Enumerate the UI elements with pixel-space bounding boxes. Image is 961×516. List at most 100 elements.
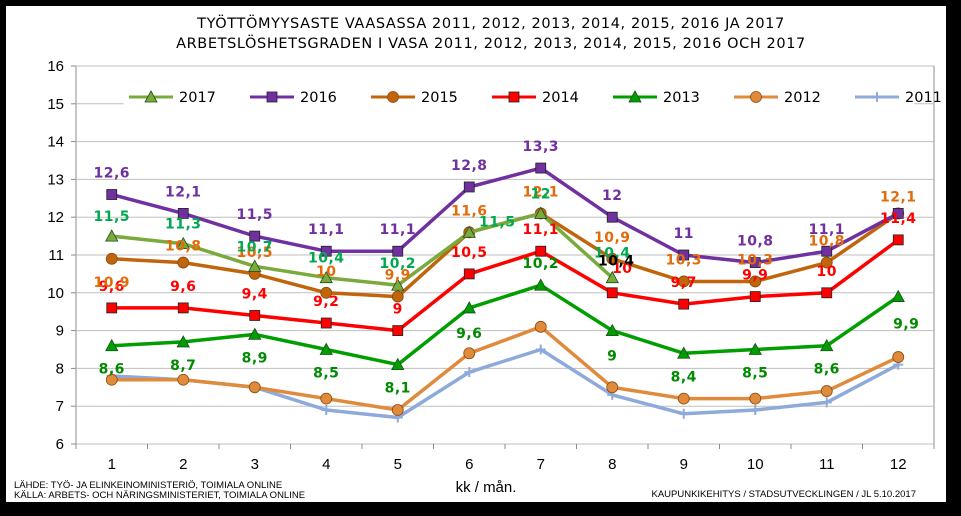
data-point-2017 bbox=[462, 225, 476, 238]
data-point-2016 bbox=[392, 245, 404, 257]
data-point-2016 bbox=[821, 245, 833, 257]
data-point-2017 bbox=[105, 229, 119, 242]
data-label-2013: 9,9 bbox=[893, 317, 919, 333]
legend-marker bbox=[872, 92, 882, 102]
legend-item-2016: 2016 bbox=[250, 90, 337, 106]
data-label-2013: 8,1 bbox=[385, 381, 411, 397]
data-point-2016 bbox=[106, 189, 118, 200]
data-point-2016 bbox=[535, 162, 547, 174]
data-label-2016: 11,5 bbox=[236, 207, 273, 223]
data-label-2015: 12,1 bbox=[880, 189, 917, 205]
chart-subtitle: ARBETSLÖSHETSGRADEN I VASA 2011, 2012, 2… bbox=[176, 34, 806, 52]
y-tick-label: 16 bbox=[47, 58, 64, 75]
series-line-2014 bbox=[111, 238, 900, 333]
data-label-2013: 8,5 bbox=[742, 366, 768, 382]
footer-source-sv: KÄLLA: ARBETS- OCH NÄRINGSMINISTERIET, T… bbox=[14, 490, 305, 501]
data-label-2016: 13,3 bbox=[522, 139, 559, 155]
data-label-2014: 9,7 bbox=[671, 275, 697, 291]
legend-marker bbox=[508, 91, 520, 103]
series-2017 bbox=[105, 206, 619, 291]
series-2013 bbox=[105, 278, 905, 371]
data-point-2012 bbox=[534, 320, 547, 333]
data-label-2015: 10,9 bbox=[93, 275, 130, 291]
x-tick-label: 2 bbox=[179, 456, 187, 473]
legend-item-2014: 2014 bbox=[492, 90, 579, 106]
data-point-2017 bbox=[319, 270, 333, 284]
data-label-2015: 11,6 bbox=[451, 203, 488, 219]
y-tick-label: 15 bbox=[47, 96, 64, 113]
data-point-2015 bbox=[320, 286, 333, 299]
data-label-2013: 10,2 bbox=[522, 256, 559, 272]
data-label-2014: 10 bbox=[817, 264, 837, 280]
data-point-2015 bbox=[105, 252, 118, 265]
data-point-2014 bbox=[535, 245, 547, 257]
data-label-2016: 12,8 bbox=[451, 158, 488, 174]
data-label-2017: 11,5 bbox=[93, 209, 130, 225]
data-point-2013 bbox=[391, 357, 405, 371]
series-line-2013 bbox=[111, 283, 900, 367]
legend-item-2012: 2012 bbox=[734, 90, 821, 106]
y-tick-label: 9 bbox=[56, 323, 64, 340]
data-label-2015: 10,3 bbox=[665, 252, 702, 268]
data-point-2015 bbox=[606, 252, 619, 265]
data-point-2013 bbox=[248, 327, 262, 340]
series-line-2016 bbox=[111, 166, 900, 265]
y-tick-label: 8 bbox=[56, 360, 64, 377]
data-label-2016: 10,8 bbox=[737, 234, 774, 250]
data-point-2016 bbox=[892, 208, 904, 219]
annotation-label: 10,4 bbox=[598, 254, 635, 270]
x-tick-label: 5 bbox=[394, 456, 402, 473]
data-label-2017: 10,2 bbox=[379, 256, 416, 272]
legend: 2017 2016 2015 2014 2013 2012 2011 bbox=[123, 81, 942, 127]
data-label-2017: 10,4 bbox=[308, 251, 345, 267]
legend-label: 2012 bbox=[784, 90, 821, 106]
data-label-2014: 11,1 bbox=[522, 222, 559, 238]
data-label-2013: 9 bbox=[607, 349, 617, 365]
series-2012 bbox=[105, 320, 905, 416]
series-2016 bbox=[106, 162, 904, 268]
data-point-2017 bbox=[176, 236, 190, 250]
y-tick-label: 13 bbox=[47, 171, 64, 188]
series-line-2017 bbox=[111, 211, 614, 287]
data-label-2016: 11 bbox=[674, 226, 694, 242]
data-label-2015: 10,8 bbox=[808, 234, 845, 250]
data-point-2013 bbox=[605, 323, 619, 337]
legend-item-2015: 2015 bbox=[371, 90, 458, 106]
data-point-2012 bbox=[391, 404, 404, 416]
data-point-2014 bbox=[392, 325, 404, 337]
data-label-2014: 9 bbox=[393, 302, 403, 318]
legend-label: 2013 bbox=[663, 90, 700, 106]
data-label-2017: 10,4 bbox=[594, 246, 631, 262]
data-point-2011 bbox=[750, 404, 761, 415]
y-tick-label: 12 bbox=[47, 209, 64, 226]
data-label-2013: 9,6 bbox=[456, 326, 482, 342]
data-point-2013 bbox=[677, 346, 691, 359]
data-point-2011 bbox=[321, 404, 332, 415]
data-label-2014: 9,2 bbox=[313, 294, 339, 310]
data-label-2016: 12,1 bbox=[165, 184, 202, 200]
legend-item-2013: 2013 bbox=[613, 90, 700, 106]
x-axis-label: kk / mån. bbox=[456, 479, 517, 496]
data-point-2016 bbox=[749, 257, 761, 268]
data-label-2016: 11,1 bbox=[808, 222, 845, 238]
data-point-2015 bbox=[820, 256, 833, 269]
data-label-2013: 8,6 bbox=[814, 362, 840, 378]
data-point-2012 bbox=[248, 381, 261, 394]
data-point-2012 bbox=[677, 392, 690, 405]
data-point-2014 bbox=[463, 268, 475, 280]
data-point-2014 bbox=[606, 287, 618, 299]
data-point-2016 bbox=[249, 230, 261, 242]
legend-marker bbox=[266, 91, 278, 103]
data-point-2014 bbox=[177, 302, 189, 314]
legend-marker bbox=[750, 91, 762, 103]
data-point-2016 bbox=[463, 181, 475, 193]
data-point-2017 bbox=[248, 259, 262, 272]
chart-frame: TYÖTTÖMYYSASTE VAASASSA 2011, 2012, 2013… bbox=[6, 6, 946, 502]
series-layer bbox=[105, 162, 905, 423]
data-point-2012 bbox=[606, 381, 619, 394]
data-point-2016 bbox=[606, 211, 618, 223]
legend-label: 2014 bbox=[542, 90, 579, 106]
data-label-2013: 8,4 bbox=[671, 369, 697, 385]
x-tick-label: 12 bbox=[890, 456, 907, 473]
data-label-2013: 8,9 bbox=[242, 350, 268, 366]
